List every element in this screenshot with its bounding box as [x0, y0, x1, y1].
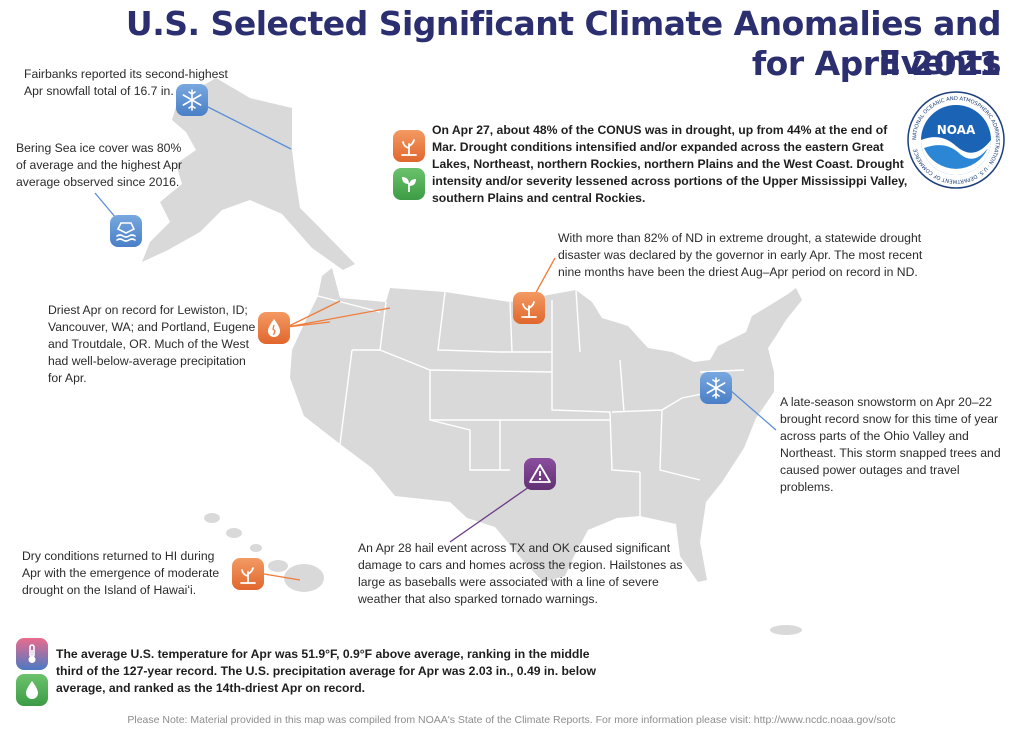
northwest-callout-line-1 — [286, 300, 341, 328]
growing-plant-icon — [393, 168, 425, 200]
summary-annotation: The average U.S. temperature for Apr was… — [56, 647, 597, 695]
hawaii-landmass — [204, 513, 324, 592]
dry-drop-icon — [258, 312, 290, 344]
snowstorm-snowflake-icon — [700, 372, 732, 404]
fairbanks-callout-line — [203, 104, 292, 150]
warning-icon — [524, 458, 556, 490]
northwest-callout-line-3 — [286, 321, 331, 328]
snowstorm-callout-line — [729, 389, 777, 431]
conus-landmass — [290, 268, 802, 582]
hail-callout-line — [449, 479, 540, 543]
nd-drought-plant-icon — [513, 292, 545, 324]
map-subtitle: for April 2021 — [751, 44, 1002, 83]
northwest-callout-line-2 — [286, 307, 391, 328]
northwest-annotation: Driest Apr on record for Lewiston, ID; V… — [48, 303, 256, 385]
water-drop-icon — [16, 674, 48, 706]
noaa-logo-text: NOAA — [937, 123, 976, 137]
nd-annotation: With more than 82% of ND in extreme drou… — [558, 231, 923, 279]
nd-callout-line — [533, 257, 556, 297]
hawaii-drought-plant-icon — [232, 558, 264, 590]
puerto-rico-landmass — [770, 625, 802, 635]
hail-annotation: An Apr 28 hail event across TX and OK ca… — [358, 541, 683, 606]
thermometer-icon — [16, 638, 48, 670]
bering-annotation: Bering Sea ice cover was 80% of average … — [16, 141, 183, 189]
fairbanks-annotation: Fairbanks reported its second-highest Ap… — [24, 67, 228, 98]
sea-ice-icon — [110, 215, 142, 247]
source-note: Please Note: Material provided in this m… — [127, 714, 896, 726]
bering-callout-line — [94, 192, 117, 219]
snowstorm-annotation: A late-season snowstorm on Apr 20–22 bro… — [780, 395, 1001, 494]
state-borders — [317, 289, 745, 516]
snowflake-icon — [176, 84, 208, 116]
drought-plant-icon — [393, 130, 425, 162]
noaa-logo: NOAA NATIONAL OCEANIC AND ATMOSPHERIC AD… — [907, 91, 1005, 189]
alaska-landmass — [142, 78, 355, 270]
hawaii-annotation: Dry conditions returned to HI during Apr… — [22, 549, 220, 597]
map-title: U.S. Selected Significant Climate Anomal… — [125, 4, 1002, 82]
drought-annotation: On Apr 27, about 48% of the CONUS was in… — [432, 123, 908, 205]
